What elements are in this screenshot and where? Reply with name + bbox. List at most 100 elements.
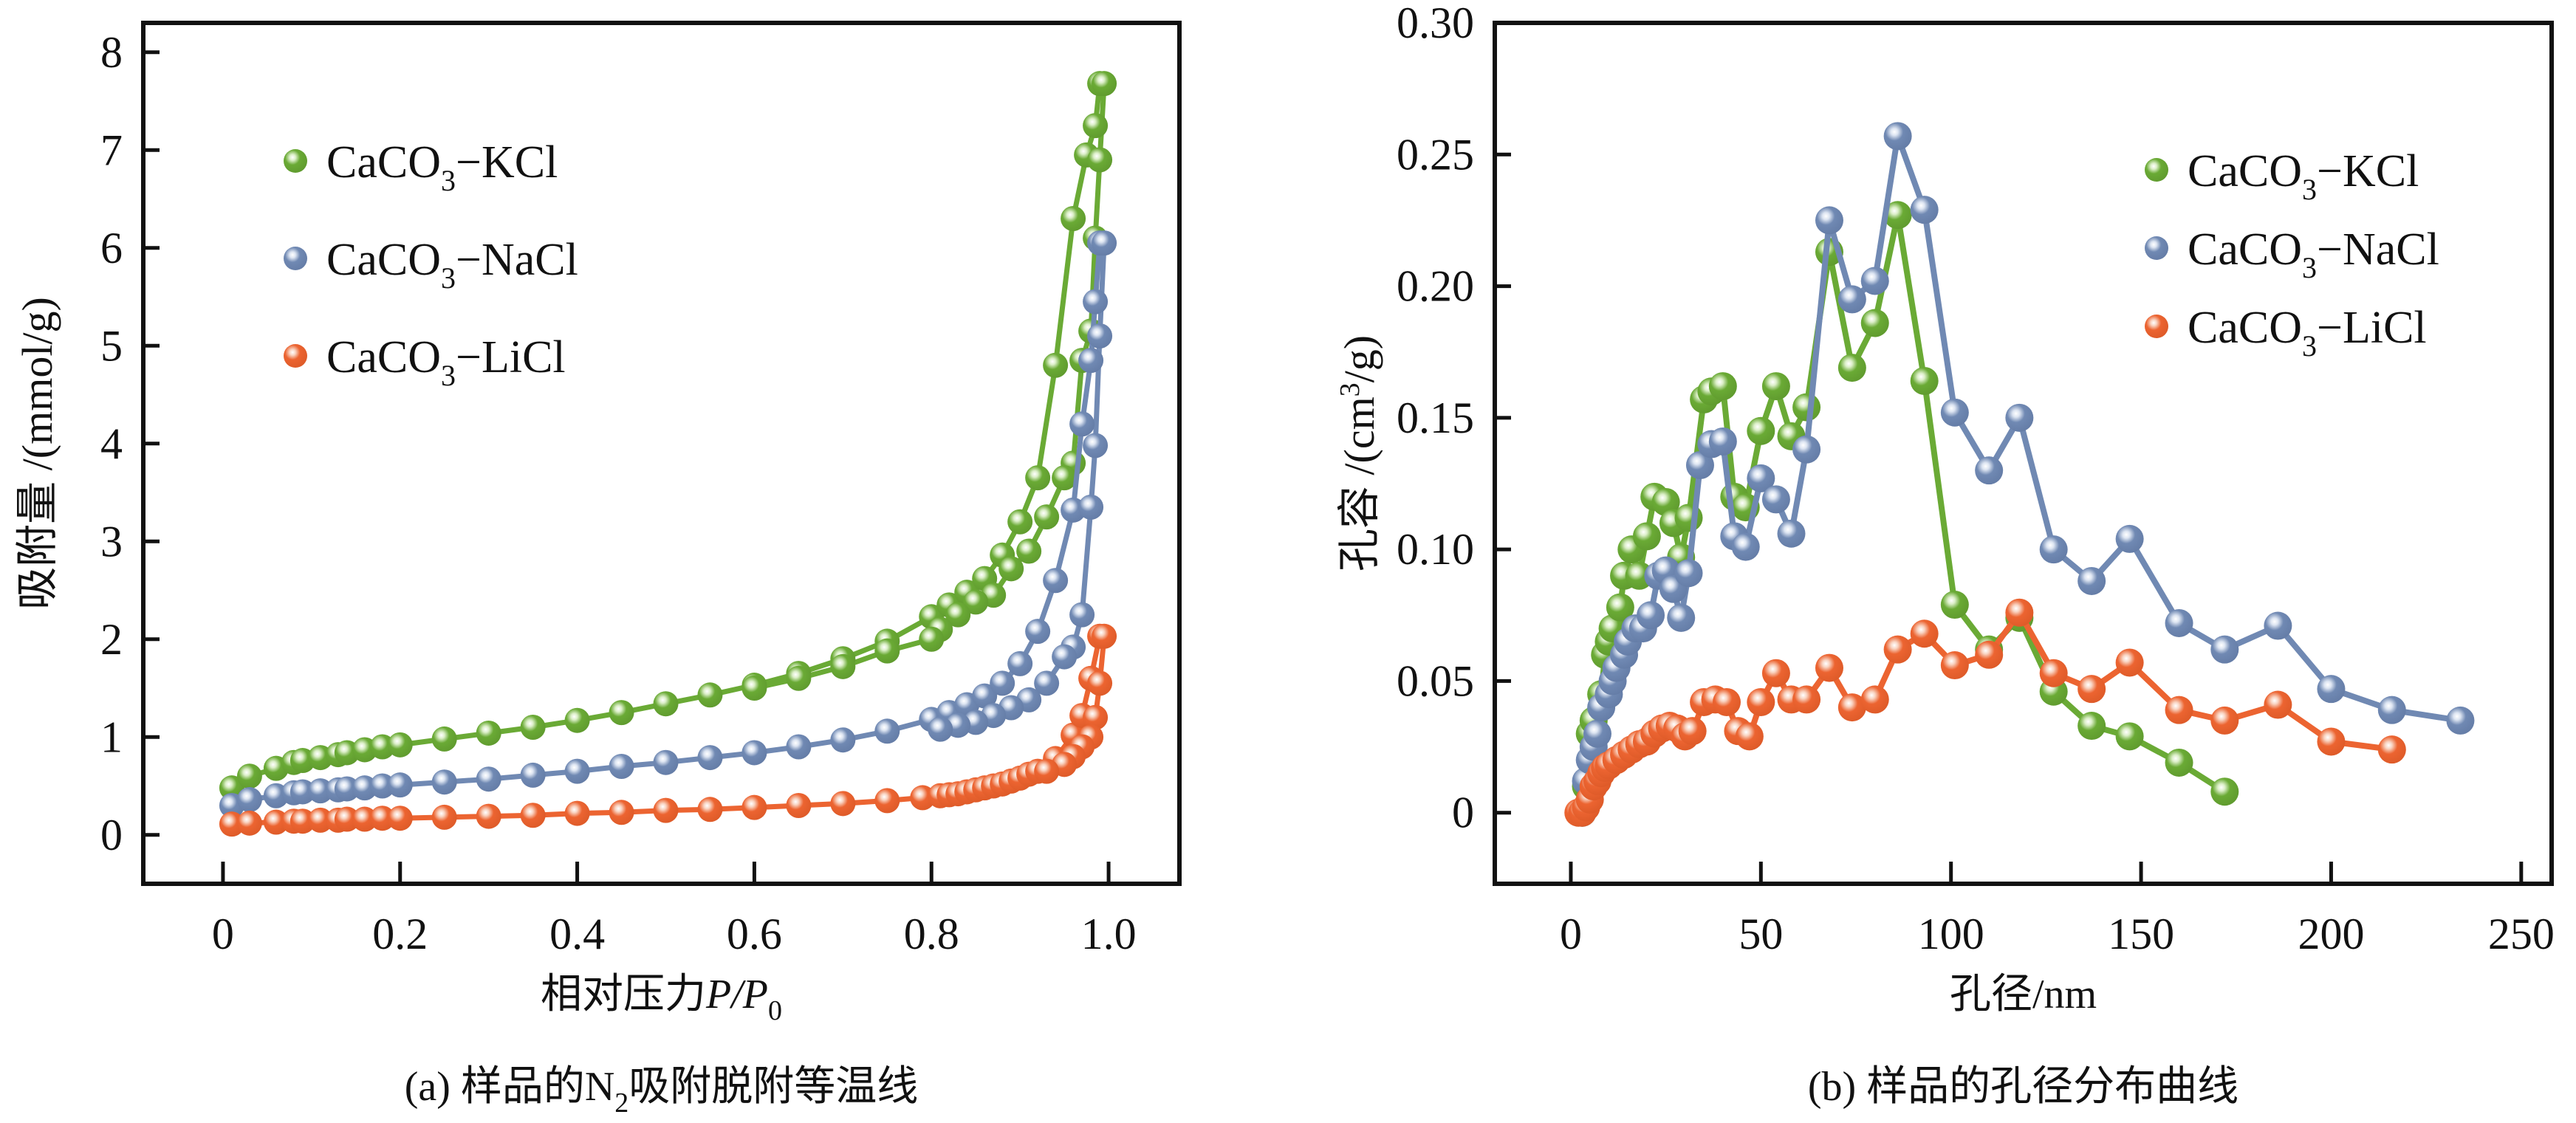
- data-point: [1883, 122, 1912, 151]
- data-point: [290, 779, 315, 805]
- data-point: [1792, 393, 1821, 422]
- figure-caption: (b) 样品的孔径分布曲线: [1808, 1064, 2238, 1110]
- data-point: [1083, 289, 1109, 315]
- y-tick-label: 2: [100, 615, 123, 664]
- data-point: [1083, 113, 1109, 139]
- data-point: [1007, 509, 1033, 535]
- series-caco3-licl: [219, 623, 1117, 837]
- legend-item: CaCO3−KCl: [2145, 146, 2419, 206]
- data-point: [334, 806, 360, 832]
- legend-item: CaCO3−NaCl: [2145, 224, 2439, 284]
- data-point: [1667, 603, 1696, 632]
- data-point: [263, 809, 289, 835]
- data-point: [2165, 608, 2193, 637]
- data-point: [1034, 670, 1060, 696]
- legend-item: CaCO3−LiCl: [2145, 303, 2427, 363]
- x-tick-label: 200: [2298, 910, 2364, 958]
- data-point: [2115, 722, 2144, 751]
- data-point: [830, 653, 856, 679]
- data-point: [1940, 651, 1969, 680]
- legend-marker: [284, 344, 307, 368]
- y-tick-label: 0.15: [1397, 394, 1474, 442]
- legend-marker: [284, 149, 307, 173]
- data-point: [520, 715, 546, 740]
- data-point: [1940, 398, 1969, 427]
- data-point: [1069, 602, 1095, 628]
- data-point: [2039, 659, 2068, 687]
- data-point: [1583, 719, 1611, 748]
- legend-item: CaCO3−NaCl: [284, 235, 578, 295]
- data-point: [786, 665, 812, 691]
- data-point: [236, 787, 262, 813]
- data-point: [2210, 706, 2239, 735]
- y-tick-label: 0.05: [1397, 656, 1474, 705]
- series-group: [219, 71, 1117, 837]
- plot-frame: [141, 21, 1182, 886]
- data-point: [1708, 427, 1737, 456]
- data-point: [1747, 416, 1775, 445]
- data-point: [998, 556, 1024, 582]
- data-point: [1883, 201, 1912, 230]
- data-point: [653, 797, 679, 823]
- data-point: [972, 683, 998, 709]
- legend: CaCO3−KCl CaCO3−NaCl CaCO3−LiCl: [284, 137, 578, 392]
- data-point: [431, 726, 457, 752]
- data-point: [990, 670, 1015, 696]
- legend-item: CaCO3−LiCl: [284, 332, 566, 392]
- data-point: [609, 754, 634, 779]
- legend-label: CaCO3−LiCl: [2188, 303, 2427, 363]
- data-point: [919, 626, 945, 652]
- data-point: [2264, 611, 2292, 640]
- series-caco3-nacl: [219, 230, 1117, 818]
- y-tick-label: 7: [100, 126, 123, 174]
- x-tick-label: 250: [2488, 910, 2555, 958]
- data-point: [2077, 566, 2106, 595]
- data-point: [476, 803, 501, 829]
- plot-frame: [1493, 21, 2554, 886]
- x-axis-label: 相对压力P/P0: [541, 972, 782, 1026]
- data-point: [476, 766, 501, 792]
- data-point: [564, 800, 590, 826]
- data-point: [1735, 722, 1764, 751]
- y-tick-label: 0.30: [1397, 0, 1474, 47]
- data-point: [387, 732, 413, 758]
- legend-label: CaCO3−LiCl: [326, 332, 566, 392]
- data-point: [1712, 687, 1741, 716]
- figure-caption: (a) 样品的N2吸附脱附等温线: [405, 1064, 919, 1119]
- data-point: [1092, 623, 1117, 649]
- data-point: [1940, 591, 1969, 619]
- legend-label: CaCO3−NaCl: [326, 235, 578, 295]
- data-point: [2077, 675, 2106, 704]
- data-point: [2446, 706, 2475, 735]
- data-point: [741, 676, 767, 701]
- data-point: [2377, 696, 2406, 724]
- data-point: [2210, 635, 2239, 664]
- data-point: [963, 589, 989, 615]
- data-point: [352, 806, 377, 832]
- data-point: [1606, 593, 1634, 622]
- y-tick-label: 0.10: [1397, 525, 1474, 574]
- data-point: [369, 773, 395, 799]
- data-point: [697, 682, 723, 708]
- data-point: [2115, 524, 2144, 553]
- x-tick-label: 100: [1918, 910, 1984, 958]
- data-point: [874, 638, 900, 664]
- data-point: [1087, 323, 1113, 348]
- data-point: [1731, 532, 1760, 561]
- data-point: [1061, 206, 1086, 231]
- axis-ticks: 0 1 2 3 4 5 6 7 8 0 0.2 0.4 0.6 0.8 1.0: [100, 28, 1137, 958]
- y-tick-label: 6: [100, 224, 123, 272]
- legend-item: CaCO3−KCl: [284, 137, 558, 197]
- data-point: [741, 794, 767, 820]
- data-point: [1678, 717, 1707, 746]
- y-tick-label: 8: [100, 28, 123, 77]
- data-point: [1792, 435, 1821, 464]
- legend-label: CaCO3−NaCl: [2188, 224, 2439, 284]
- data-point: [387, 772, 413, 798]
- data-point: [236, 763, 262, 789]
- y-tick-label: 1: [100, 712, 123, 761]
- data-point: [2005, 598, 2034, 627]
- legend-marker: [2145, 315, 2168, 338]
- legend: CaCO3−KCl CaCO3−NaCl CaCO3−LiCl: [2145, 146, 2439, 363]
